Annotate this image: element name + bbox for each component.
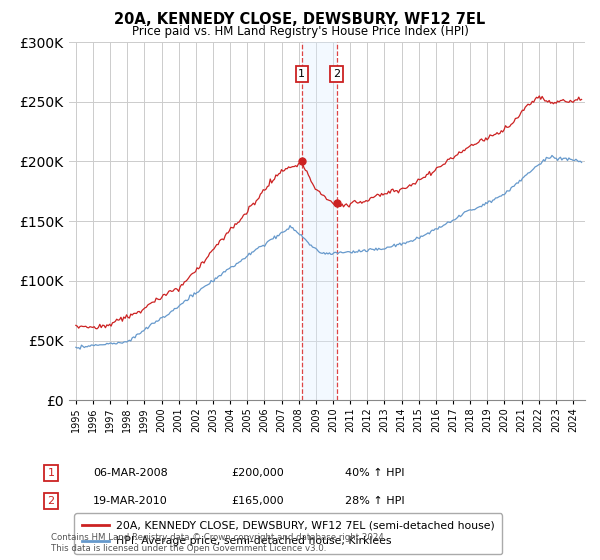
Text: 28% ↑ HPI: 28% ↑ HPI [345,496,404,506]
Text: £200,000: £200,000 [231,468,284,478]
Text: 19-MAR-2010: 19-MAR-2010 [93,496,168,506]
Text: 06-MAR-2008: 06-MAR-2008 [93,468,168,478]
Text: Price paid vs. HM Land Registry's House Price Index (HPI): Price paid vs. HM Land Registry's House … [131,25,469,38]
Bar [302,42,337,400]
Legend: 20A, KENNEDY CLOSE, DEWSBURY, WF12 7EL (semi-detached house), HPI: Average price: 20A, KENNEDY CLOSE, DEWSBURY, WF12 7EL (… [74,514,502,554]
Text: Contains HM Land Registry data © Crown copyright and database right 2024.
This d: Contains HM Land Registry data © Crown c… [51,533,386,553]
Text: 40% ↑ HPI: 40% ↑ HPI [345,468,404,478]
Text: £165,000: £165,000 [231,496,284,506]
Text: 1: 1 [47,468,55,478]
Text: 1: 1 [298,69,305,80]
Text: 2: 2 [47,496,55,506]
Text: 20A, KENNEDY CLOSE, DEWSBURY, WF12 7EL: 20A, KENNEDY CLOSE, DEWSBURY, WF12 7EL [115,12,485,27]
Text: 2: 2 [333,69,340,80]
